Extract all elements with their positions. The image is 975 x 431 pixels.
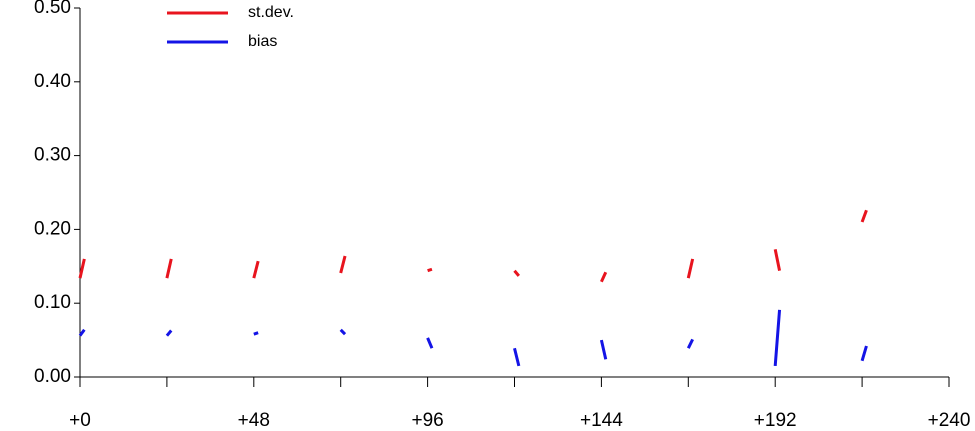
y-tick-label: 0.20: [34, 218, 71, 239]
legend-label: st.dev.: [248, 4, 294, 21]
x-tick-label: +192: [754, 410, 797, 431]
y-tick-label: 0.40: [34, 71, 71, 92]
series-line: [78, 209, 868, 283]
legend-label: bias: [248, 33, 277, 50]
y-tick-label: 0.30: [34, 145, 71, 166]
y-tick-label: 0.00: [34, 366, 71, 387]
x-tick-label: +48: [238, 410, 270, 431]
x-tick-label: +0: [69, 410, 91, 431]
y-tick-label: 0.10: [34, 292, 71, 313]
x-tick-label: +240: [928, 410, 971, 431]
series-line: [78, 309, 868, 367]
x-tick-label: +96: [411, 410, 443, 431]
x-tick-label: +144: [580, 410, 623, 431]
y-tick-label: 0.50: [34, 0, 71, 18]
